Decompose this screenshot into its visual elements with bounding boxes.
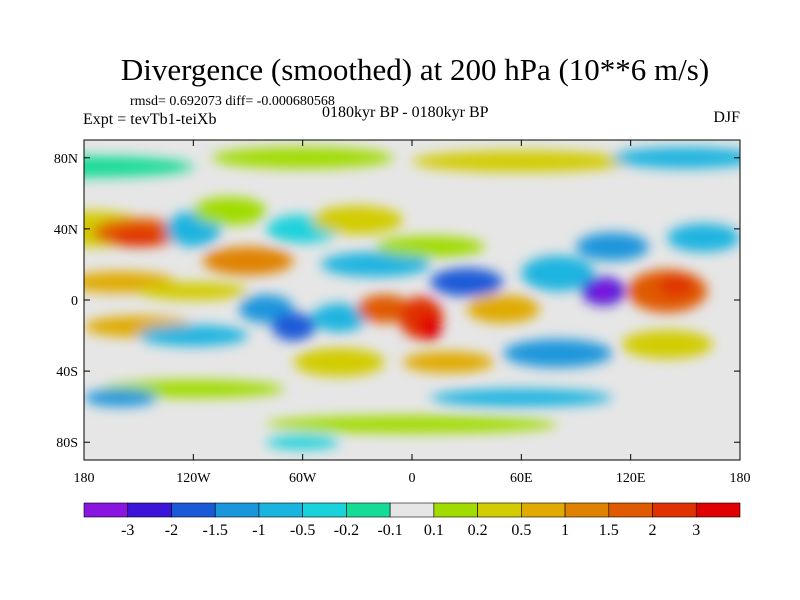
y-tick-label: 40N xyxy=(54,223,78,238)
chart-title: Divergence (smoothed) at 200 hPa (10**6 … xyxy=(120,52,710,87)
y-tick-label: 40S xyxy=(56,365,78,380)
period-label: 0180kyr BP - 0180kyr BP xyxy=(322,104,489,121)
colorbar-box xyxy=(695,502,741,518)
rmsd-label: rmsd= 0.692073 diff= -0.000680568 xyxy=(130,94,335,109)
colorbar-box xyxy=(652,502,697,518)
colorbar-box xyxy=(389,502,435,518)
colorbar-label: -1.5 xyxy=(203,522,228,539)
colorbar-box xyxy=(127,502,172,518)
divergence-field xyxy=(84,147,740,450)
experiment-label: Expt = tevTb1-teiXb xyxy=(83,111,217,128)
colorbar-label: -0.1 xyxy=(377,522,402,539)
contour-region xyxy=(411,150,631,172)
contour-region xyxy=(293,348,385,377)
season-label: DJF xyxy=(713,109,740,126)
y-tick-label: 80S xyxy=(56,436,78,451)
contour-region xyxy=(266,415,558,434)
contour-region xyxy=(375,236,485,258)
contour-region xyxy=(576,232,649,261)
colorbar-box xyxy=(521,502,566,518)
x-tick-label: 120W xyxy=(176,471,211,486)
contour-region xyxy=(521,255,595,292)
colorbar-label: -2 xyxy=(165,522,178,539)
contour-region xyxy=(592,284,615,299)
contour-region xyxy=(658,275,695,297)
colorbar-label: 3 xyxy=(692,522,700,539)
colorbar-box xyxy=(83,502,129,518)
x-tick-label: 0 xyxy=(409,471,416,486)
contour-region xyxy=(202,246,294,276)
colorbar-label: 0.2 xyxy=(468,522,488,539)
contour-region xyxy=(311,303,367,332)
colorbar-label: 1 xyxy=(561,522,569,539)
colorbar-label: 0.1 xyxy=(424,522,444,539)
colorbar-label: -0.2 xyxy=(334,522,359,539)
contour-region xyxy=(320,252,431,277)
contour-region xyxy=(430,268,504,297)
colorbar-box xyxy=(171,502,216,518)
contour-region xyxy=(271,312,316,341)
contour-region xyxy=(193,196,267,226)
contour-region xyxy=(402,351,495,373)
contour-region xyxy=(138,324,248,347)
x-tick-label: 120E xyxy=(616,471,646,486)
contour-region xyxy=(357,294,412,324)
contour-region xyxy=(667,223,740,252)
colorbar-box xyxy=(346,502,391,518)
contour-region xyxy=(621,330,713,359)
x-tick-label: 60W xyxy=(289,471,317,486)
y-tick-label: 0 xyxy=(71,294,78,309)
colorbar-box xyxy=(302,502,347,518)
colorbar-label: -0.5 xyxy=(290,522,315,539)
contour-region xyxy=(84,388,157,407)
colorbar-box xyxy=(477,502,522,518)
contour-region xyxy=(612,147,740,169)
colorbar-box xyxy=(433,502,478,518)
colorbar-box xyxy=(214,502,260,518)
colorbar-label: -3 xyxy=(121,522,134,539)
contour-region xyxy=(138,282,248,300)
contour-region xyxy=(311,205,403,235)
contour-region xyxy=(430,388,613,407)
colorbar-box xyxy=(608,502,653,518)
colorbar-box xyxy=(258,502,303,518)
x-tick-label: 180 xyxy=(74,471,95,486)
x-tick-label: 60E xyxy=(510,471,533,486)
y-tick-label: 80N xyxy=(54,152,78,167)
colorbar-label: 0.5 xyxy=(511,522,531,539)
contour-region xyxy=(503,339,613,368)
colorbar-box xyxy=(564,502,610,518)
contour-region xyxy=(266,435,340,450)
contour-region xyxy=(466,294,540,324)
colorbar-label: -1 xyxy=(252,522,265,539)
colorbar-label: 1.5 xyxy=(599,522,619,539)
x-tick-label: 180 xyxy=(730,471,751,486)
contour-region xyxy=(419,312,442,341)
colorbar-label: 2 xyxy=(649,522,657,539)
contour-region xyxy=(84,156,194,178)
contour-region xyxy=(211,147,394,169)
contour-region xyxy=(113,228,165,247)
